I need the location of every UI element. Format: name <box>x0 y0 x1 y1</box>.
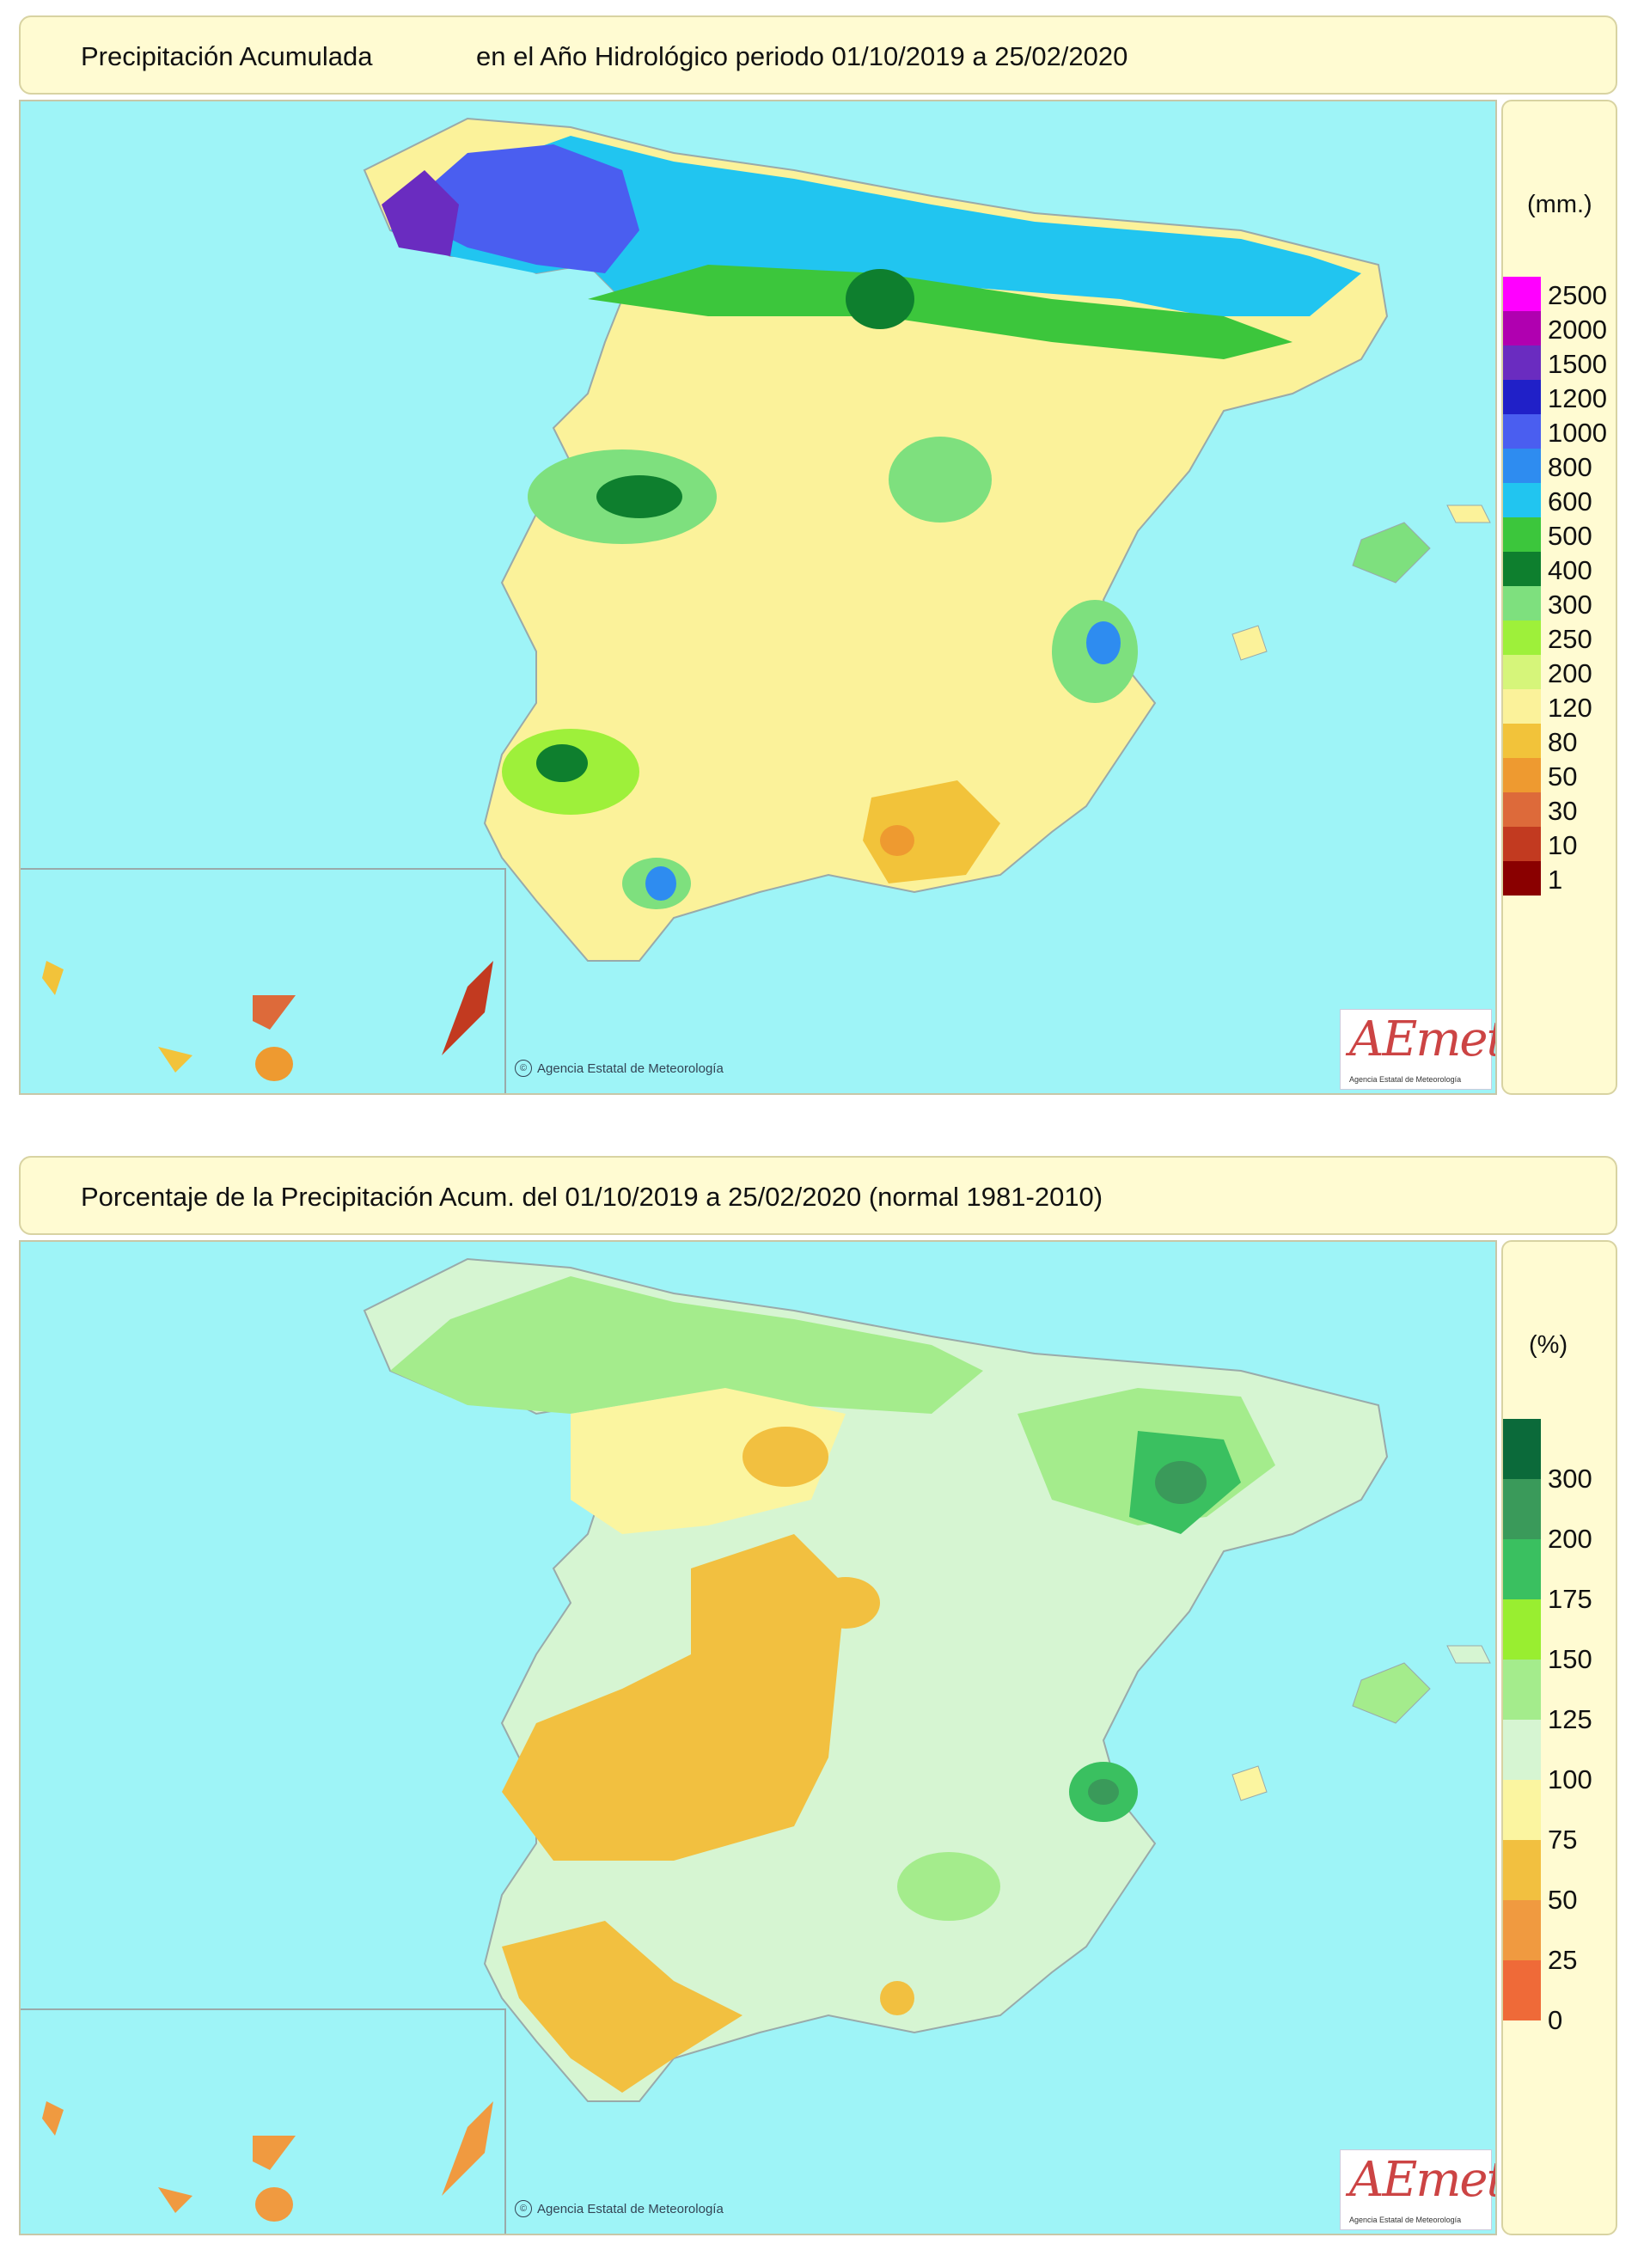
legend-label: 25 <box>1548 1945 1578 1975</box>
legend-label: 50 <box>1548 761 1578 792</box>
legend-label: 500 <box>1548 521 1592 551</box>
legend-swatch <box>1503 689 1541 724</box>
legend-swatch <box>1503 724 1541 758</box>
legend-swatch <box>1503 1479 1541 1539</box>
legend-swatch <box>1503 1780 1541 1840</box>
legend-label: 2500 <box>1548 280 1607 310</box>
legend-label: 100 <box>1548 1764 1592 1794</box>
legend-swatch <box>1503 1960 1541 2020</box>
aemet-logo-2: AEmet Agencia Estatal de Meteorología <box>1340 2149 1495 2230</box>
legend-label: 80 <box>1548 727 1578 757</box>
map1-title-bar: Precipitación Acumulada en el Año Hidrol… <box>19 15 1617 95</box>
legend-swatch <box>1503 517 1541 552</box>
legend-label: 1 <box>1548 865 1563 895</box>
legend-swatch <box>1503 1900 1541 1960</box>
legend-label: 200 <box>1548 1524 1592 1554</box>
legend-label: 175 <box>1548 1584 1592 1614</box>
map2-title: Porcentaje de la Precipitación Acum. del… <box>81 1182 1103 1212</box>
map1-credit: © Agencia Estatal de Meteorología <box>515 1060 724 1077</box>
legend-swatch <box>1503 1419 1541 1479</box>
legend-label: 150 <box>1548 1644 1592 1674</box>
legend-label: 400 <box>1548 555 1592 585</box>
legend-label: 0 <box>1548 2005 1563 2035</box>
cc-icon: © <box>515 2200 532 2217</box>
aemet-logo-1: AEmet Agencia Estatal de Meteorología <box>1340 1009 1495 1090</box>
legend-label: 125 <box>1548 1704 1592 1734</box>
legend-swatch <box>1503 792 1541 827</box>
legend-swatch <box>1503 586 1541 620</box>
legend-swatch <box>1503 552 1541 586</box>
legend-swatch <box>1503 861 1541 896</box>
legend-swatch <box>1503 655 1541 689</box>
legend-label: 30 <box>1548 796 1578 826</box>
legend-label: 800 <box>1548 452 1592 482</box>
legend-label: 200 <box>1548 658 1592 688</box>
map1-legend-scale: 2500 2000 1500 1200 1000 800 600 500 400 300 250 20… <box>1503 277 1619 896</box>
legend-label: 2000 <box>1548 315 1607 345</box>
legend-swatch <box>1503 1660 1541 1720</box>
legend-label: 120 <box>1548 693 1592 723</box>
legend-swatch <box>1503 380 1541 414</box>
legend-label: 1200 <box>1548 383 1607 413</box>
legend-label: 50 <box>1548 1885 1578 1915</box>
legend-label: 10 <box>1548 830 1578 860</box>
legend-swatch <box>1503 449 1541 483</box>
legend-label: 300 <box>1548 1464 1592 1494</box>
map2-credit: © Agencia Estatal de Meteorología <box>515 2200 724 2217</box>
legend-swatch <box>1503 414 1541 449</box>
map1-title-left: Precipitación Acumulada <box>81 41 373 71</box>
legend-label: 300 <box>1548 590 1592 620</box>
legend-swatch <box>1503 827 1541 861</box>
map1-canary-inset <box>21 868 506 1093</box>
legend-swatch <box>1503 277 1541 311</box>
legend-label: 1500 <box>1548 349 1607 379</box>
map2-area: © Agencia Estatal de Meteorología AEmet … <box>19 1240 1497 2235</box>
legend-swatch <box>1503 1720 1541 1780</box>
map1-legend: (mm.) 2500 2000 1500 1200 1000 800 600 500 400 30… <box>1501 100 1617 1095</box>
map2-legend: (%) 300 200 175 150 125 100 75 50 25 0 <box>1501 1240 1617 2235</box>
map2-legend-scale: 300 200 175 150 125 100 75 50 25 0 <box>1503 1419 1619 2035</box>
map2-canary-inset <box>21 2008 506 2234</box>
cc-icon: © <box>515 1060 532 1077</box>
legend-label: 75 <box>1548 1825 1578 1855</box>
map2-legend-unit: (%) <box>1529 1331 1568 1359</box>
map1-shapes <box>42 117 1491 1081</box>
legend-swatch <box>1503 1840 1541 1900</box>
legend-label: 250 <box>1548 624 1592 654</box>
legend-swatch <box>1503 1599 1541 1660</box>
map1-area: © Agencia Estatal de Meteorología AEmet … <box>19 100 1497 1095</box>
legend-label: 600 <box>1548 486 1592 517</box>
map2-title-bar: Porcentaje de la Precipitación Acum. del… <box>19 1156 1617 1235</box>
legend-swatch <box>1503 620 1541 655</box>
map1-legend-unit: (mm.) <box>1527 191 1592 218</box>
map1-title-right: en el Año Hidrológico periodo 01/10/2019… <box>476 41 1128 71</box>
legend-swatch <box>1503 483 1541 517</box>
legend-swatch <box>1503 345 1541 380</box>
legend-swatch <box>1503 1539 1541 1599</box>
map2-shapes <box>42 1257 1491 2222</box>
legend-swatch <box>1503 311 1541 345</box>
legend-label: 1000 <box>1548 418 1607 448</box>
legend-swatch <box>1503 758 1541 792</box>
